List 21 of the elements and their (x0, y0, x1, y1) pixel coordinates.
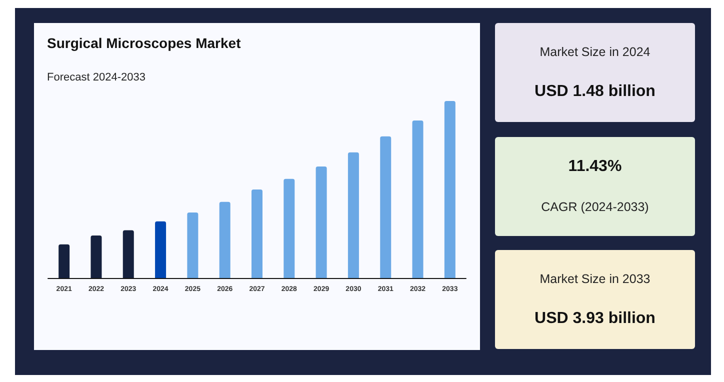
bar (348, 152, 359, 278)
bar (284, 178, 295, 278)
text: CAGR (2024-2033) (541, 200, 649, 214)
text: 11.43% (568, 158, 622, 176)
chart-subtitle: Forecast 2024-2033 (47, 72, 146, 84)
text: USD 1.48 billion (534, 82, 656, 100)
bar (316, 166, 327, 278)
bar (219, 202, 230, 278)
bar (380, 136, 392, 278)
bar (412, 120, 424, 278)
bar (187, 212, 198, 278)
bar (444, 101, 456, 278)
bar (252, 190, 262, 278)
bar (90, 236, 102, 278)
bar (122, 230, 134, 278)
text: Market Size in 2024 (540, 44, 650, 58)
text: USD 3.93 billion (534, 310, 656, 328)
bar (155, 221, 166, 278)
bar (58, 244, 70, 278)
text: Market Size in 2033 (540, 272, 650, 286)
chart-title: Surgical Microscopes Market (47, 35, 242, 51)
